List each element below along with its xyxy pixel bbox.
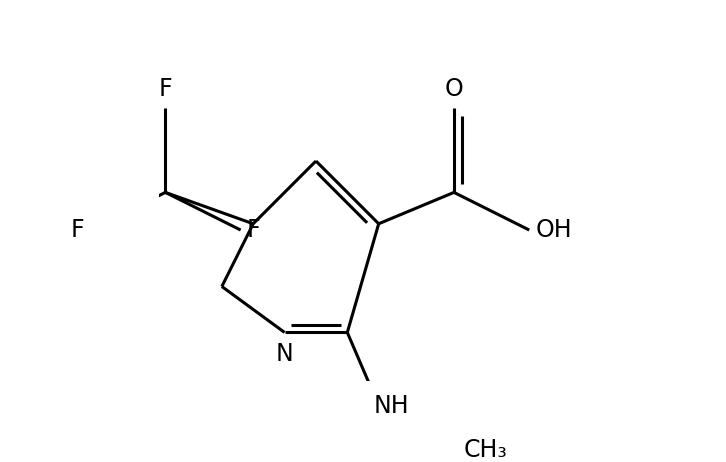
Text: F: F: [158, 78, 172, 102]
Text: NH: NH: [373, 394, 409, 418]
Text: N: N: [276, 342, 293, 366]
Text: F: F: [70, 218, 83, 242]
Text: O: O: [444, 78, 463, 102]
Text: F: F: [247, 218, 261, 242]
Text: OH: OH: [536, 218, 572, 242]
Text: CH₃: CH₃: [463, 438, 507, 462]
